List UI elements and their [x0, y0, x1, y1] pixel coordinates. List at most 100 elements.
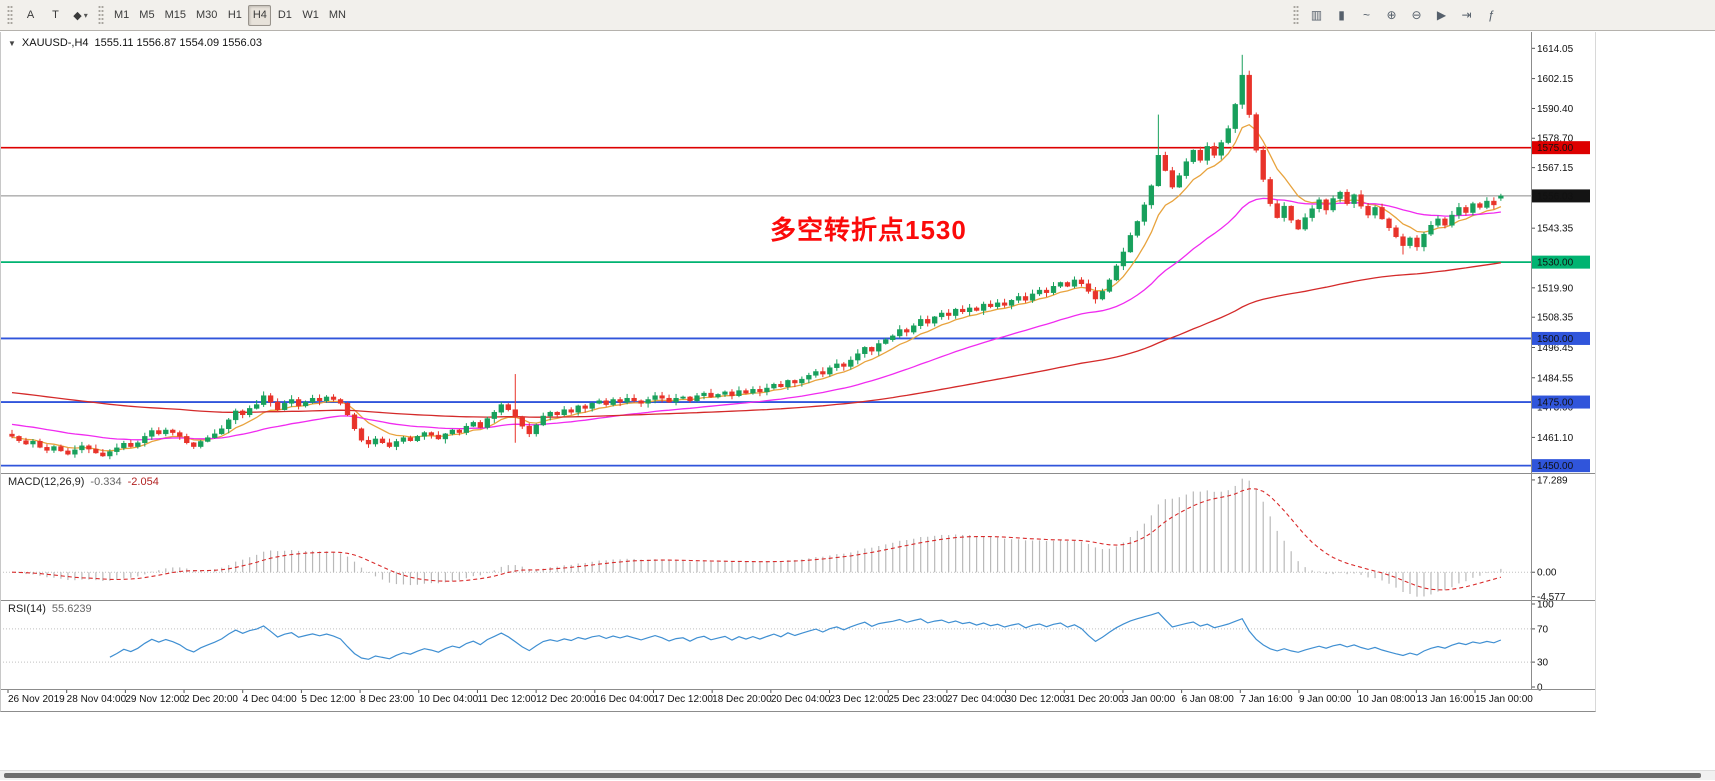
time-axis-label: 25 Dec 23:00: [888, 694, 948, 705]
time-axis-label: 29 Nov 12:00: [125, 694, 185, 705]
rsi-value: 55.6239: [51, 603, 92, 615]
price-badge-label: 1530.00: [1537, 258, 1574, 269]
price-badge-label: 1575.00: [1537, 143, 1574, 154]
timeframe-button-h4[interactable]: H4: [248, 4, 272, 26]
price-tick-label: 1602.15: [1537, 74, 1574, 85]
rsi-indicator-label: RSI(14) 55.6239: [8, 603, 92, 615]
chart-bars-button[interactable]: ▥: [1305, 4, 1328, 25]
timeframe-button-h1[interactable]: H1: [223, 5, 246, 26]
rsi-scale-label: 30: [1537, 658, 1549, 669]
one-click-trading-expander-icon[interactable]: ▼: [8, 38, 16, 48]
time-axis-label: 13 Jan 16:00: [1416, 694, 1474, 705]
time-axis-labels: 26 Nov 2019 28 Nov 04:00 29 Nov 12:00 2 Dec…: [7, 690, 1533, 705]
ma-fast-line: [11, 123, 1502, 452]
zoom-in-button[interactable]: ⊕: [1380, 4, 1403, 25]
insert-label-icon: T: [52, 9, 59, 21]
timeframe-toolbar-drag-handle[interactable]: [98, 5, 104, 25]
scrollbar-thumb[interactable]: [4, 773, 1701, 778]
time-axis-label: 16 Dec 04:00: [595, 694, 655, 705]
insert-shapes-button[interactable]: ◆ ▾: [69, 5, 92, 26]
charts-toolbar-buttons: ▥ ▮ ~ ⊕ ⊖ ▶ ⇥ ƒ: [1304, 4, 1504, 25]
insert-shapes-dropdown-caret-icon[interactable]: ▾: [83, 10, 88, 20]
time-axis-label: 10 Dec 04:00: [419, 694, 479, 705]
chart-annotation-text: 多空转折点1530: [770, 215, 967, 245]
auto-scroll-button[interactable]: ▶: [1430, 4, 1453, 25]
chart-candles-icon: ▮: [1338, 7, 1345, 22]
ma-slow-line: [11, 262, 1502, 418]
price-badge-label: 1500.00: [1537, 334, 1574, 345]
symbol-label: ▼ XAUUSD-,H4 1555.11 1556.87 1554.09 155…: [8, 37, 262, 49]
macd-scale-label: 0.00: [1537, 568, 1557, 579]
line-studies-toolbar-drag-handle[interactable]: [7, 5, 13, 25]
rsi-line: [109, 611, 1502, 660]
rsi-title: RSI(14): [8, 603, 46, 615]
insert-text-icon: A: [26, 9, 35, 21]
macd-indicator-label: MACD(12,26,9) -0.334 -2.054: [8, 476, 159, 488]
charts-toolbar-drag-handle[interactable]: [1293, 4, 1299, 25]
price-badge: [1532, 459, 1590, 473]
price-tick-label: 1614.05: [1537, 44, 1574, 55]
price-badge-label: 1475.00: [1537, 398, 1574, 409]
price-tick-label: 1461.10: [1537, 433, 1574, 444]
macd-main-value: -0.334: [90, 476, 122, 488]
level-lines-layer: [0, 146, 1531, 467]
time-axis-label: 8 Dec 23:00: [360, 694, 414, 705]
time-axis-label: 31 Dec 20:00: [1064, 694, 1124, 705]
macd-scale-label: 17.289: [1537, 475, 1568, 486]
price-axis-labels: 1614.05 1602.15 1590.40 1578.70 1567.15 1543.…: [1531, 44, 1590, 694]
time-axis-label: 27 Dec 04:00: [947, 694, 1007, 705]
timeframe-button-m1[interactable]: M1: [110, 5, 133, 26]
timeframe-toolbar: M1 M5 M15 M30 H1 H4 D1 W1 MN: [109, 4, 351, 26]
time-axis-label: 9 Jan 00:00: [1299, 694, 1352, 705]
price-badge: [1532, 395, 1590, 409]
price-chart-canvas[interactable]: 1614.05 1602.15 1590.40 1578.70 1567.15 1543.…: [0, 32, 1715, 722]
rsi-scale-label: 100: [1537, 600, 1554, 611]
chart-candles-button[interactable]: ▮: [1330, 4, 1353, 25]
time-axis-label: 12 Dec 20:00: [536, 694, 596, 705]
time-axis-label: 3 Jan 00:00: [1123, 694, 1176, 705]
chart-shift-icon: ⇥: [1461, 7, 1472, 22]
ohlc-values: 1555.11 1556.87 1554.09 1556.03: [94, 37, 262, 49]
rsi-scale-label: 70: [1537, 624, 1549, 635]
timeframe-button-mn[interactable]: MN: [325, 5, 350, 26]
price-tick-label: 1578.70: [1537, 134, 1574, 145]
timeframe-button-m30[interactable]: M30: [192, 5, 221, 26]
time-axis-label: 5 Dec 12:00: [301, 694, 355, 705]
price-badge: [1532, 255, 1590, 269]
time-axis-label: 2 Dec 20:00: [184, 694, 238, 705]
time-axis-label: 4 Dec 04:00: [243, 694, 297, 705]
horizontal-scrollbar[interactable]: [0, 770, 1715, 780]
timeframe-button-w1[interactable]: W1: [298, 5, 323, 26]
time-axis-label: 10 Jan 08:00: [1358, 694, 1416, 705]
time-axis-label: 18 Dec 20:00: [712, 694, 772, 705]
indicators-button[interactable]: ƒ: [1480, 4, 1503, 25]
timeframe-button-d1[interactable]: D1: [273, 5, 296, 26]
insert-label-button[interactable]: T: [44, 5, 67, 26]
chart-line-button[interactable]: ~: [1355, 4, 1378, 25]
price-badge-label: 1556.03: [1537, 191, 1574, 202]
price-badge: [1532, 189, 1590, 203]
time-axis-label: 20 Dec 04:00: [771, 694, 831, 705]
price-tick-label: 1508.35: [1537, 313, 1574, 324]
insert-text-button[interactable]: A: [19, 5, 42, 26]
price-tick-label: 1484.55: [1537, 373, 1574, 384]
symbol-period-label: XAUUSD-,H4: [21, 37, 89, 49]
price-tick-label: 1567.15: [1537, 163, 1574, 174]
price-tick-label: 1543.35: [1537, 224, 1574, 235]
time-axis-label: 26 Nov 2019: [8, 694, 65, 705]
auto-scroll-icon: ▶: [1436, 7, 1447, 22]
timeframe-button-m15[interactable]: M15: [161, 5, 190, 26]
top-toolbar: A T ◆ ▾ M1 M5 M15 M30 H1 H4 D1 W1 MN ▥ ▮ ~ ⊕ ⊖ ▶ ⇥ ƒ: [0, 0, 1715, 31]
chart-shift-button[interactable]: ⇥: [1455, 4, 1478, 25]
time-axis-label: 17 Dec 12:00: [653, 694, 713, 705]
timeframe-button-m5[interactable]: M5: [135, 5, 158, 26]
zoom-out-icon: ⊖: [1411, 7, 1422, 22]
chart-window: 1614.05 1602.15 1590.40 1578.70 1567.15 1543.…: [0, 32, 1715, 722]
time-axis-label: 30 Dec 12:00: [1006, 694, 1066, 705]
pane-separators: [0, 32, 1596, 712]
zoom-out-button[interactable]: ⊖: [1405, 4, 1428, 25]
macd-signal-value: -2.054: [127, 476, 159, 488]
chart-bars-icon: ▥: [1310, 7, 1323, 22]
zoom-in-icon: ⊕: [1386, 7, 1397, 22]
price-badge: [1532, 331, 1590, 345]
